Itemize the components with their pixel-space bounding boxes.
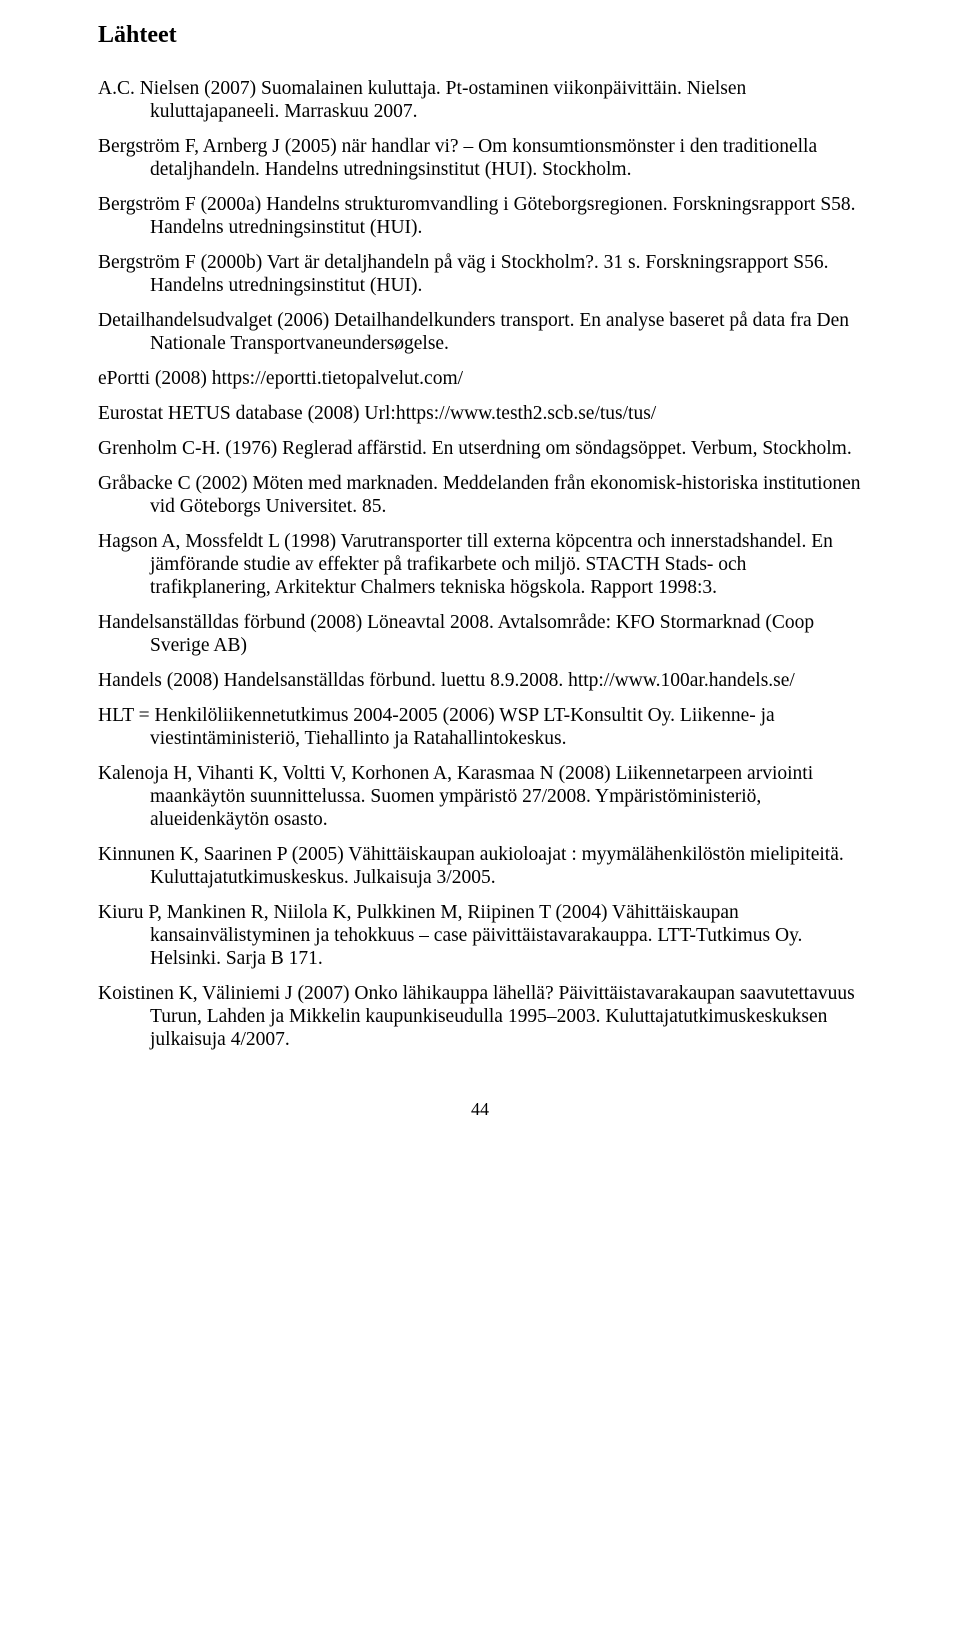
reference-entry: Bergström F (2000a) Handelns strukturomv… — [98, 193, 862, 239]
reference-entry: Bergström F, Arnberg J (2005) när handla… — [98, 135, 862, 181]
reference-entry: Kinnunen K, Saarinen P (2005) Vähittäisk… — [98, 843, 862, 889]
reference-entry: Handelsanställdas förbund (2008) Löneavt… — [98, 611, 862, 657]
reference-entry: Handels (2008) Handelsanställdas förbund… — [98, 669, 862, 692]
reference-entry: ePortti (2008) https://eportti.tietopalv… — [98, 367, 862, 390]
reference-entry: Eurostat HETUS database (2008) Url:https… — [98, 402, 862, 425]
reference-entry: HLT = Henkilöliikennetutkimus 2004-2005 … — [98, 704, 862, 750]
reference-entry: Koistinen K, Väliniemi J (2007) Onko läh… — [98, 982, 862, 1051]
reference-entry: Detailhandelsudvalget (2006) Detailhande… — [98, 309, 862, 355]
reference-entry: Kalenoja H, Vihanti K, Voltti V, Korhone… — [98, 762, 862, 831]
reference-entry: A.C. Nielsen (2007) Suomalainen kuluttaj… — [98, 77, 862, 123]
references-heading: Lähteet — [98, 22, 862, 49]
reference-entry: Hagson A, Mossfeldt L (1998) Varutranspo… — [98, 530, 862, 599]
reference-entry: Bergström F (2000b) Vart är detaljhandel… — [98, 251, 862, 297]
reference-entry: Grenholm C-H. (1976) Reglerad affärstid.… — [98, 437, 862, 460]
document-page: Lähteet A.C. Nielsen (2007) Suomalainen … — [0, 0, 960, 1629]
reference-entry: Kiuru P, Mankinen R, Niilola K, Pulkkine… — [98, 901, 862, 970]
reference-entry: Gråbacke C (2002) Möten med marknaden. M… — [98, 472, 862, 518]
page-number: 44 — [98, 1099, 862, 1120]
